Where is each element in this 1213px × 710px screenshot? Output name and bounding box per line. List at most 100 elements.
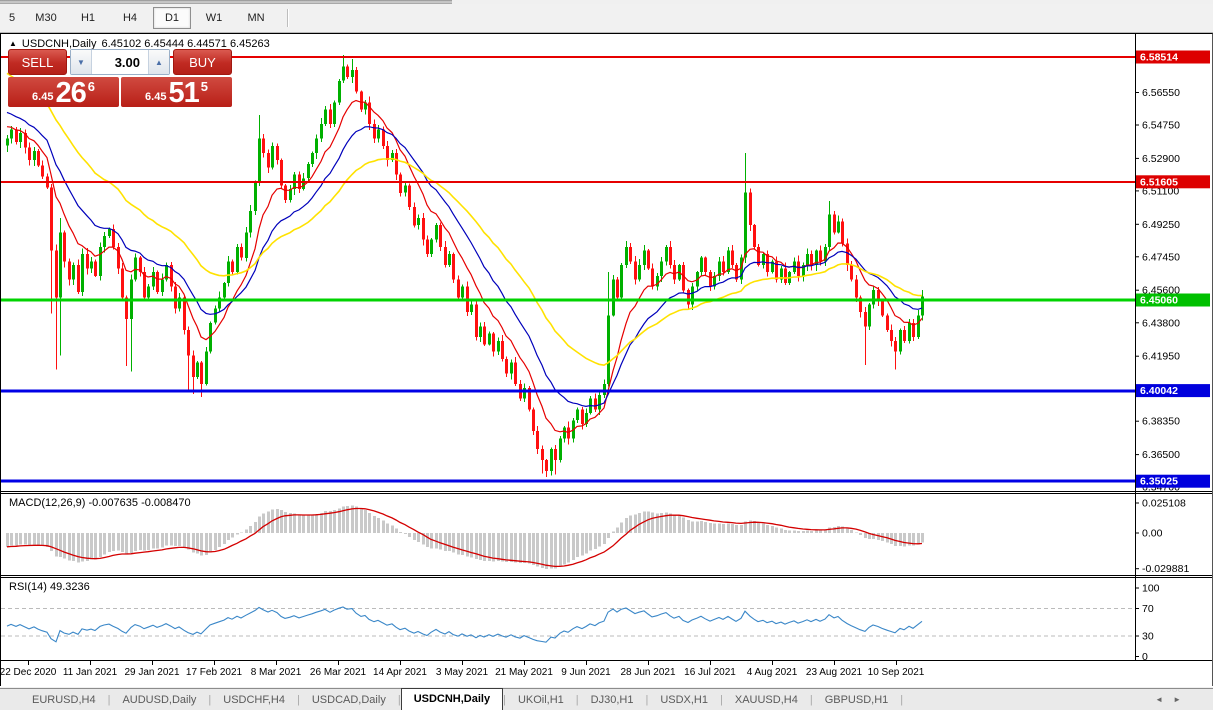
svg-text:28 Jun 2021: 28 Jun 2021	[620, 667, 675, 678]
rsi-label: RSI(14) 49.3236	[9, 581, 90, 593]
svg-text:6.40042: 6.40042	[1140, 385, 1178, 397]
tab-separator: |	[575, 693, 579, 706]
svg-text:6.52900: 6.52900	[1142, 153, 1180, 165]
svg-text:100: 100	[1142, 583, 1160, 595]
svg-text:22 Dec 2020: 22 Dec 2020	[0, 667, 57, 678]
svg-text:6.36500: 6.36500	[1142, 449, 1180, 461]
svg-text:6.54750: 6.54750	[1142, 119, 1180, 131]
tab-xauusd-h4[interactable]: XAUUSD,H4	[734, 693, 798, 706]
tab-gbpusd-h1[interactable]: GBPUSD,H1	[824, 693, 889, 706]
macd-signal-line	[6, 507, 923, 568]
tab-separator: |	[297, 693, 300, 706]
sell-button[interactable]: SELL	[8, 49, 67, 75]
svg-text:29 Jan 2021: 29 Jan 2021	[124, 667, 179, 678]
svg-text:0.00: 0.00	[1142, 528, 1163, 540]
svg-text:17 Feb 2021: 17 Feb 2021	[186, 667, 243, 678]
svg-text:6.35025: 6.35025	[1140, 476, 1178, 488]
trade-panel: SELL ▼ 3.00 ▲ BUY 6.45 26 6 6.45 51 5	[8, 49, 232, 109]
symbol-tab-bar: EURUSD,H4 | AUDUSD,Daily | USDCHF,H4 | USDCAD,…	[0, 687, 1213, 710]
chart-symbol-label: USDCNH,Daily	[21, 38, 97, 50]
tab-usdcad-daily[interactable]: USDCAD,Daily	[311, 693, 386, 706]
rsi-levels-layer	[1, 608, 1135, 637]
svg-text:16 Jul 2021: 16 Jul 2021	[684, 667, 736, 678]
tab-separator: |	[503, 693, 506, 706]
svg-text:3 May 2021: 3 May 2021	[436, 667, 489, 678]
svg-text:11 Jan 2021: 11 Jan 2021	[63, 667, 118, 678]
svg-text:0.025108: 0.025108	[1142, 497, 1186, 509]
volume-decrease-button[interactable]: ▼	[71, 50, 92, 74]
timeframe-button-mn[interactable]: MN	[247, 12, 265, 24]
svg-text:6.47450: 6.47450	[1142, 251, 1180, 263]
svg-text:6.58514: 6.58514	[1140, 52, 1178, 64]
sell-price-prefix: 6.45	[32, 91, 54, 103]
macd-label: MACD(12,26,9) -0.007635 -0.008470	[9, 497, 191, 509]
svg-text:6.51100: 6.51100	[1142, 185, 1179, 197]
svg-text:26 Mar 2021: 26 Mar 2021	[310, 667, 367, 678]
svg-text:10 Sep 2021: 10 Sep 2021	[868, 667, 925, 678]
svg-text:14 Apr 2021: 14 Apr 2021	[373, 667, 427, 678]
tab-dj30-h1[interactable]: DJ30,H1	[590, 693, 634, 706]
tab-eurusd-h4[interactable]: EURUSD,H4	[32, 693, 96, 706]
svg-text:6.56550: 6.56550	[1142, 87, 1180, 99]
tab-separator: |	[720, 693, 723, 706]
timeframe-button-h1[interactable]: H1	[80, 12, 96, 24]
timeframe-button-d1[interactable]: D1	[153, 7, 191, 29]
tab-separator: |	[107, 693, 111, 706]
svg-text:4 Aug 2021: 4 Aug 2021	[747, 667, 798, 678]
tab-scroll-right-icon[interactable]: ►	[1173, 695, 1181, 704]
date-axis: 22 Dec 2020 11 Jan 2021 29 Jan 2021 17 Feb …	[0, 661, 925, 678]
tab-scroll-arrows: ◄ ►	[1155, 695, 1181, 704]
timeframe-button-h4[interactable]: H4	[122, 12, 138, 24]
collapse-arrow-icon[interactable]: ▲	[9, 39, 17, 48]
sell-price-pip-digit: 6	[87, 79, 95, 94]
chart-ohlc-values: 6.45102 6.45444 6.44571 6.45263	[101, 38, 270, 50]
tab-scroll-left-icon[interactable]: ◄	[1155, 695, 1164, 704]
tab-usdchf-h4[interactable]: USDCHF,H4	[223, 693, 285, 706]
tab-ukoil-h1[interactable]: UKOil,H1	[517, 693, 564, 706]
svg-text:9 Jun 2021: 9 Jun 2021	[561, 667, 611, 678]
rsi-line-layer	[6, 606, 923, 643]
tab-usdx-h1[interactable]: USDX,H1	[660, 693, 708, 706]
buy-price-pip-digit: 5	[200, 79, 208, 94]
tab-usdcnh-daily[interactable]: USDCNH,Daily	[400, 687, 504, 710]
macd-layer	[6, 505, 924, 570]
svg-text:30: 30	[1142, 630, 1154, 642]
svg-text:8 Mar 2021: 8 Mar 2021	[251, 667, 302, 678]
sell-price-big-digits: 26	[55, 77, 86, 109]
timeframe-button-m30[interactable]: M30	[35, 12, 57, 24]
tab-separator: |	[208, 693, 212, 706]
timeframe-button-w1[interactable]: W1	[205, 12, 223, 24]
timeframe-button-5[interactable]: 5	[8, 12, 16, 24]
svg-text:23 Aug 2021: 23 Aug 2021	[806, 667, 863, 678]
volume-input[interactable]: 3.00	[114, 54, 140, 70]
buy-price-big-digits: 51	[168, 77, 199, 109]
timeframe-toolbar: 5 M30 H1 H4 D1 W1 MN	[0, 4, 1213, 33]
sell-price-box[interactable]: 6.45 26 6	[8, 77, 119, 109]
svg-text:6.49250: 6.49250	[1142, 219, 1180, 231]
svg-text:6.41950: 6.41950	[1142, 351, 1180, 363]
svg-text:6.45060: 6.45060	[1140, 295, 1178, 307]
toolbar-separator	[287, 9, 289, 27]
window-top-strip	[0, 0, 452, 4]
svg-text:70: 70	[1142, 603, 1154, 615]
svg-text:6.38350: 6.38350	[1142, 416, 1180, 428]
price-axis: 6.56550 6.54750 6.52900 6.51100 6.49250 6.474…	[1135, 50, 1210, 663]
svg-text:21 May 2021: 21 May 2021	[495, 667, 553, 678]
volume-stepper: ▼ 3.00 ▲	[70, 49, 170, 75]
chart-title: ▲ USDCNH,Daily 6.45102 6.45444 6.44571 6…	[9, 38, 270, 50]
svg-text:6.43800: 6.43800	[1142, 317, 1180, 329]
buy-price-box[interactable]: 6.45 51 5	[121, 77, 232, 109]
buy-button[interactable]: BUY	[173, 49, 232, 75]
volume-increase-button[interactable]: ▲	[148, 50, 169, 74]
moving-averages-layer	[6, 72, 923, 434]
tab-separator: |	[645, 693, 649, 706]
tab-separator: |	[809, 693, 813, 706]
candles-layer	[6, 55, 924, 478]
tab-separator: |	[900, 693, 904, 706]
pane-borders	[0, 33, 1213, 686]
tab-separator: |	[397, 693, 401, 706]
svg-text:0: 0	[1142, 651, 1148, 663]
tab-audusd-daily[interactable]: AUDUSD,Daily	[122, 693, 197, 706]
svg-text:6.51605: 6.51605	[1140, 176, 1178, 188]
